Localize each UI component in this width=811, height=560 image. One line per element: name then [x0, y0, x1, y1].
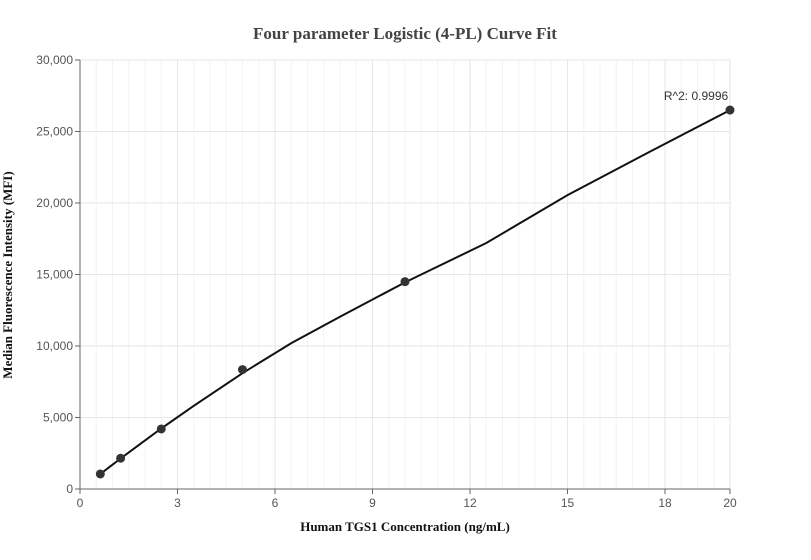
data-points	[95, 105, 735, 479]
x-tick-label: 0	[77, 496, 84, 510]
data-point	[116, 453, 126, 463]
y-tick-label: 30,000	[36, 53, 73, 67]
y-tick-label: 5,000	[43, 411, 73, 425]
x-tick-label: 3	[174, 496, 181, 510]
x-tick-label: 9	[369, 496, 376, 510]
x-axis-label: Human TGS1 Concentration (ng/mL)	[300, 519, 510, 534]
y-axis-label: Median Fluorescence Intensity (MFI)	[0, 171, 15, 378]
y-tick-label: 20,000	[36, 196, 73, 210]
x-tick-label: 15	[561, 496, 575, 510]
fit-curve-line	[99, 109, 731, 475]
x-tick-label: 6	[272, 496, 279, 510]
x-tick-label: 20	[723, 496, 737, 510]
grid-lines	[79, 59, 731, 490]
data-point	[95, 469, 105, 479]
data-point	[400, 277, 410, 287]
x-tick-label: 18	[658, 496, 672, 510]
data-point	[156, 424, 166, 434]
chart-title: Four parameter Logistic (4-PL) Curve Fit	[253, 24, 557, 43]
y-tick-label: 15,000	[36, 268, 73, 282]
y-tick-label: 25,000	[36, 125, 73, 139]
axes	[75, 59, 731, 494]
x-tick-label: 12	[463, 496, 477, 510]
annotations: R^2: 0.9996	[664, 89, 729, 103]
data-point	[238, 365, 247, 375]
y-tick-label: 0	[66, 482, 73, 496]
r-squared-label: R^2: 0.9996	[664, 89, 729, 103]
tick-labels: 0 5,000 10,000 15,000 20,000 25,000 30,000 0 3 6 9…	[36, 53, 737, 510]
data-point	[725, 105, 735, 115]
y-tick-label: 10,000	[36, 339, 73, 353]
